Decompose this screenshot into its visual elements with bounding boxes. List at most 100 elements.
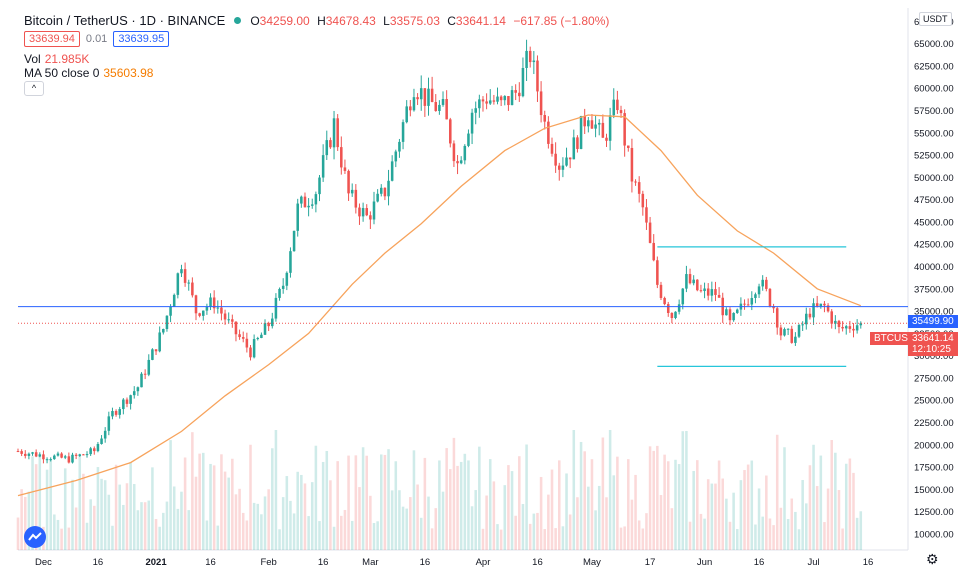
candle-body: [34, 452, 38, 457]
buy-price-button[interactable]: 33639.95: [113, 31, 170, 47]
y-tick-label-12: 37500.00: [914, 284, 954, 295]
candle-body: [300, 196, 303, 204]
volume-bar: [445, 448, 448, 550]
ohlc-open-value: 34259.00: [259, 13, 310, 28]
candle-body: [528, 50, 532, 63]
y-tick-label-8: 47500.00: [914, 195, 954, 206]
volume-bar: [209, 463, 212, 550]
currency-unit-button[interactable]: USDT: [919, 12, 952, 26]
candle-body: [201, 310, 205, 316]
volume-bar: [459, 461, 463, 550]
volume-bar: [634, 474, 637, 550]
candle-body: [212, 297, 216, 309]
candle-body: [23, 453, 27, 456]
candle-body: [514, 90, 517, 93]
volume-bar: [205, 520, 209, 550]
volume-bar: [637, 520, 641, 550]
volume-bar: [427, 496, 430, 550]
candle-body: [710, 289, 714, 296]
symbol-title[interactable]: Bitcoin / TetherUS · 1D · BINANCE: [24, 13, 226, 28]
candle-body: [147, 359, 151, 375]
candle-body: [725, 309, 728, 316]
candle-body: [536, 60, 539, 92]
y-tick-label-16: 27500.00: [914, 373, 954, 384]
volume-bar: [474, 490, 477, 550]
candle-body: [757, 286, 761, 295]
candle-body: [405, 106, 408, 123]
volume-bar: [194, 476, 198, 550]
volume-bar: [714, 483, 717, 550]
candle-body: [685, 274, 688, 289]
volume-bar: [786, 519, 790, 550]
ma50-line: [17, 114, 862, 497]
candle-body: [554, 153, 557, 166]
candle-body: [82, 454, 85, 456]
y-tick-label-19: 20000.00: [914, 440, 954, 451]
volume-bar: [122, 504, 125, 550]
volume-bar: [49, 459, 52, 550]
volume-bar: [78, 455, 82, 550]
volume-bar: [449, 469, 452, 550]
ma-value: 35603.98: [103, 66, 154, 80]
collapse-legend-button[interactable]: ^: [24, 81, 44, 96]
candle-body: [808, 313, 812, 318]
sell-price-button[interactable]: 33639.94: [24, 31, 80, 47]
volume-legend[interactable]: Vol 21.985K: [24, 52, 89, 66]
volume-bar: [125, 483, 129, 550]
volume-bar: [387, 449, 390, 550]
candle-body: [470, 112, 474, 134]
volume-bar: [685, 430, 688, 550]
candle-body: [485, 101, 488, 104]
volume-bar: [768, 518, 772, 550]
volume-bar: [27, 491, 31, 550]
candle-body: [379, 187, 383, 194]
volume-bar: [216, 525, 220, 550]
candle-body: [329, 140, 332, 148]
candle-body: [122, 399, 125, 410]
volume-bar: [797, 529, 801, 550]
candle-body: [45, 459, 49, 461]
volume-bar: [234, 494, 238, 550]
candle-body: [303, 196, 307, 208]
volume-bar: [597, 485, 601, 550]
volume-bar: [300, 474, 303, 550]
volume-bar: [539, 476, 543, 550]
ma-legend[interactable]: MA 50 close 0 35603.98: [24, 66, 153, 80]
y-tick-label-7: 50000.00: [914, 173, 954, 184]
volume-bar: [761, 516, 764, 550]
candle-body: [743, 303, 746, 305]
volume-bar: [329, 480, 332, 550]
candle-body: [143, 373, 147, 375]
y-tick-label-5: 55000.00: [914, 128, 954, 139]
candle-body: [732, 312, 735, 321]
candle-body: [456, 161, 459, 164]
candle-body: [387, 180, 390, 197]
candle-body: [401, 122, 405, 142]
volume-bar: [739, 480, 743, 550]
candle-body: [550, 143, 554, 154]
candle-body: [496, 96, 499, 102]
volume-bar: [180, 491, 183, 550]
volume-bar: [325, 450, 329, 550]
candle-body: [376, 193, 379, 202]
volume-bar: [303, 483, 307, 550]
candle-body: [336, 118, 339, 148]
candle-body: [703, 288, 706, 292]
candle-body: [597, 122, 601, 125]
candle-body: [245, 338, 249, 348]
candle-body: [459, 160, 463, 164]
candle-body: [205, 306, 209, 311]
volume-bar: [666, 461, 670, 550]
y-tick-label-4: 57500.00: [914, 106, 954, 117]
candle-body: [296, 203, 299, 231]
candle-body: [717, 294, 721, 298]
candle-body: [53, 455, 56, 460]
gear-icon[interactable]: ⚙: [926, 551, 939, 567]
volume-bar: [630, 499, 634, 550]
volume-bar: [641, 528, 645, 550]
volume-bar: [252, 502, 256, 550]
candle-body: [768, 288, 772, 307]
volume-bar: [165, 501, 169, 550]
tradingview-logo-icon[interactable]: [24, 526, 46, 548]
